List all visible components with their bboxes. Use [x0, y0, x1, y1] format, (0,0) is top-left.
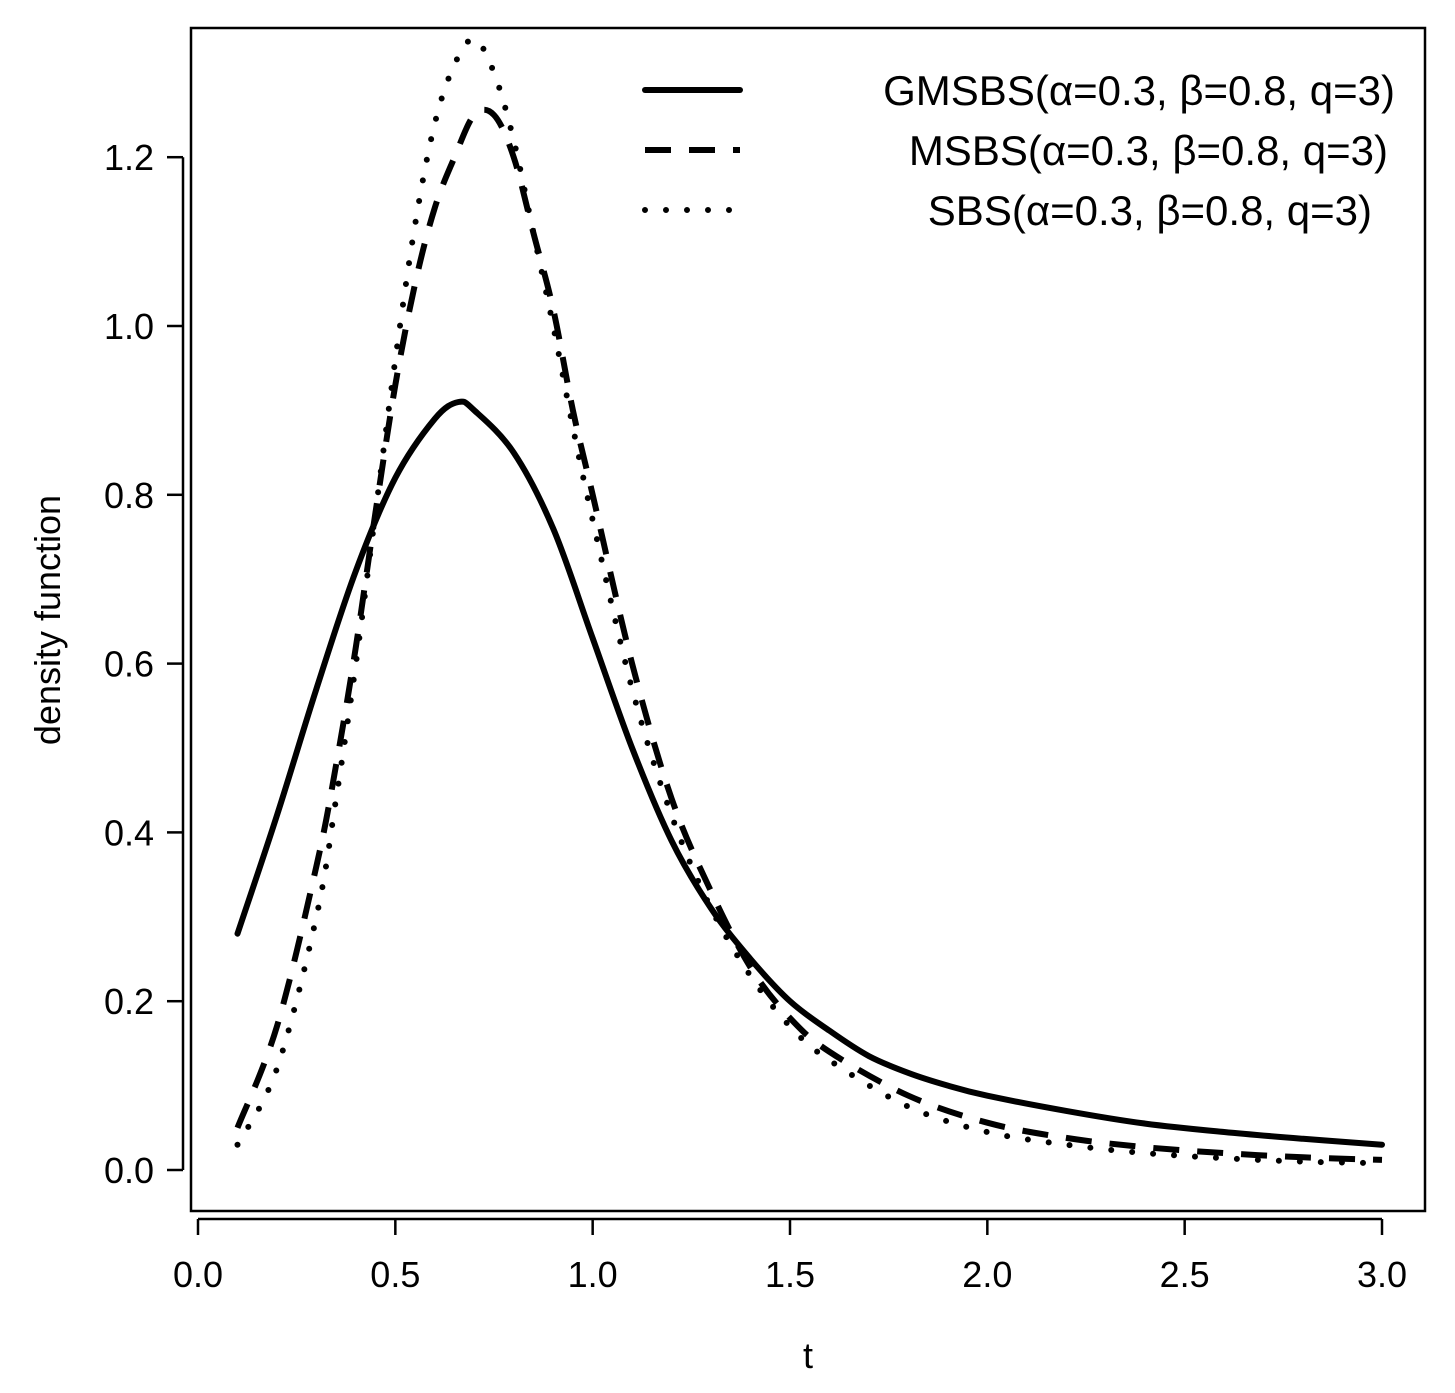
legend: GMSBS(α=0.3, β=0.8, q=3) MSBS(α=0.3, β=0.… [642, 67, 1395, 234]
series-line-dotted [234, 35, 1385, 1167]
legend-label: GMSBS(α=0.3, β=0.8, q=3) [883, 67, 1395, 114]
x-tick-label: 2.0 [962, 1254, 1012, 1295]
x-tick-label: 1.0 [568, 1254, 618, 1295]
y-tick-label: 1.2 [104, 137, 154, 178]
y-tick-label: 0.6 [104, 644, 154, 685]
y-axis-label: density function [27, 495, 68, 745]
x-axis-label: t [803, 1335, 813, 1376]
series-line-dashed [234, 106, 1383, 1163]
y-tick-label: 0.2 [104, 981, 154, 1022]
x-tick-label: 0.5 [370, 1254, 420, 1295]
x-tick-label: 1.5 [765, 1254, 815, 1295]
y-tick-label: 0.4 [104, 812, 154, 853]
legend-label: MSBS(α=0.3, β=0.8, q=3) [909, 127, 1388, 174]
plot-frame [189, 26, 1427, 1213]
x-tick-label: 0.0 [173, 1254, 223, 1295]
legend-label: SBS(α=0.3, β=0.8, q=3) [928, 187, 1372, 234]
series-line-solid [234, 398, 1385, 1148]
x-tick-label: 3.0 [1357, 1254, 1407, 1295]
series-layer [234, 35, 1385, 1167]
axes: 0.0 0.5 1.0 1.5 2.0 2.5 3.0 0.0 0.2 0.4 0.6 0.8 1.0 1… [104, 137, 1407, 1295]
y-tick-label: 0.8 [104, 475, 154, 516]
y-tick-label: 1.0 [104, 306, 154, 347]
y-tick-label: 0.0 [104, 1150, 154, 1191]
x-tick-label: 2.5 [1160, 1254, 1210, 1295]
